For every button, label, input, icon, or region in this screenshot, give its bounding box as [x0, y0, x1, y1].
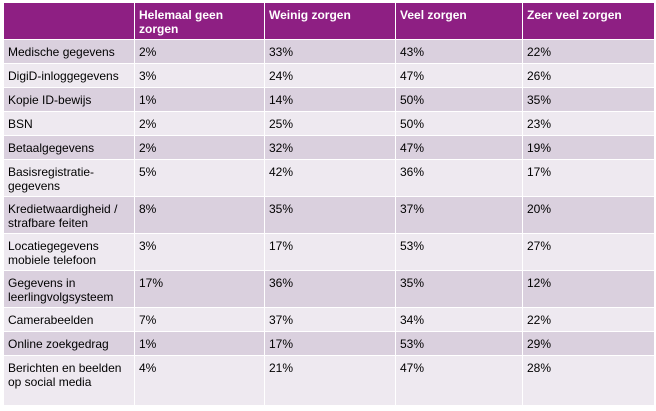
value-cell: 35%	[395, 270, 523, 308]
value-cell: 21%	[264, 355, 396, 406]
value-cell: 14%	[264, 87, 396, 112]
row-label: BSN	[3, 111, 135, 136]
table-row: Berichten en beelden op social media 4% …	[3, 355, 655, 406]
value-cell: 35%	[522, 87, 655, 112]
value-cell: 47%	[395, 135, 523, 160]
row-label: Betaalgegevens	[3, 135, 135, 160]
value-cell: 3%	[134, 63, 265, 88]
value-cell: 17%	[134, 270, 265, 308]
value-cell: 28%	[522, 355, 655, 406]
value-cell: 2%	[134, 39, 265, 64]
header-cell-empty	[3, 2, 135, 40]
value-cell: 24%	[264, 63, 396, 88]
row-label: Online zoekgedrag	[3, 331, 135, 356]
value-cell: 17%	[264, 233, 396, 271]
value-cell: 53%	[395, 331, 523, 356]
row-label: DigiD-inloggegevens	[3, 63, 135, 88]
value-cell: 3%	[134, 233, 265, 271]
row-label: Berichten en beelden op social media	[3, 355, 135, 406]
table-row: Kopie ID-bewijs 1% 14% 50% 35%	[3, 87, 655, 112]
row-label: Kopie ID-bewijs	[3, 87, 135, 112]
value-cell: 1%	[134, 87, 265, 112]
value-cell: 1%	[134, 331, 265, 356]
row-label: Kredietwaardigheid / strafbare feiten	[3, 196, 135, 234]
row-label: Basisregistratie-gegevens	[3, 159, 135, 197]
value-cell: 25%	[264, 111, 396, 136]
table-row: DigiD-inloggegevens 3% 24% 47% 26%	[3, 63, 655, 88]
table-row: Camerabeelden 7% 37% 34% 22%	[3, 307, 655, 332]
value-cell: 43%	[395, 39, 523, 64]
table-row: Locatiegegevens mobiele telefoon 3% 17% …	[3, 233, 655, 271]
header-cell-zeer-veel-zorgen: Zeer veel zorgen	[522, 2, 655, 40]
value-cell: 26%	[522, 63, 655, 88]
row-label: Medische gegevens	[3, 39, 135, 64]
row-label: Gegevens in leerlingvolgsysteem	[3, 270, 135, 308]
value-cell: 37%	[264, 307, 396, 332]
table-row: Betaalgegevens 2% 32% 47% 19%	[3, 135, 655, 160]
value-cell: 7%	[134, 307, 265, 332]
value-cell: 37%	[395, 196, 523, 234]
row-label: Camerabeelden	[3, 307, 135, 332]
table-row: Gegevens in leerlingvolgsysteem 17% 36% …	[3, 270, 655, 308]
concerns-table: Helemaal geen zorgen Weinig zorgen Veel …	[3, 2, 655, 406]
value-cell: 12%	[522, 270, 655, 308]
value-cell: 2%	[134, 111, 265, 136]
table-row: Medische gegevens 2% 33% 43% 22%	[3, 39, 655, 64]
value-cell: 42%	[264, 159, 396, 197]
value-cell: 47%	[395, 355, 523, 406]
value-cell: 32%	[264, 135, 396, 160]
header-cell-helemaal-geen-zorgen: Helemaal geen zorgen	[134, 2, 265, 40]
table-row: BSN 2% 25% 50% 23%	[3, 111, 655, 136]
value-cell: 50%	[395, 87, 523, 112]
table-row: Basisregistratie-gegevens 5% 42% 36% 17%	[3, 159, 655, 197]
table-row: Kredietwaardigheid / strafbare feiten 8%…	[3, 196, 655, 234]
value-cell: 29%	[522, 331, 655, 356]
value-cell: 8%	[134, 196, 265, 234]
row-label: Locatiegegevens mobiele telefoon	[3, 233, 135, 271]
table-row: Online zoekgedrag 1% 17% 53% 29%	[3, 331, 655, 356]
header-cell-veel-zorgen: Veel zorgen	[395, 2, 523, 40]
header-row: Helemaal geen zorgen Weinig zorgen Veel …	[3, 2, 655, 40]
value-cell: 19%	[522, 135, 655, 160]
value-cell: 50%	[395, 111, 523, 136]
value-cell: 53%	[395, 233, 523, 271]
value-cell: 36%	[264, 270, 396, 308]
value-cell: 47%	[395, 63, 523, 88]
header-cell-weinig-zorgen: Weinig zorgen	[264, 2, 396, 40]
value-cell: 36%	[395, 159, 523, 197]
value-cell: 4%	[134, 355, 265, 406]
value-cell: 5%	[134, 159, 265, 197]
value-cell: 22%	[522, 307, 655, 332]
value-cell: 34%	[395, 307, 523, 332]
value-cell: 33%	[264, 39, 396, 64]
value-cell: 23%	[522, 111, 655, 136]
value-cell: 27%	[522, 233, 655, 271]
value-cell: 17%	[264, 331, 396, 356]
value-cell: 2%	[134, 135, 265, 160]
value-cell: 17%	[522, 159, 655, 197]
value-cell: 35%	[264, 196, 396, 234]
value-cell: 20%	[522, 196, 655, 234]
value-cell: 22%	[522, 39, 655, 64]
